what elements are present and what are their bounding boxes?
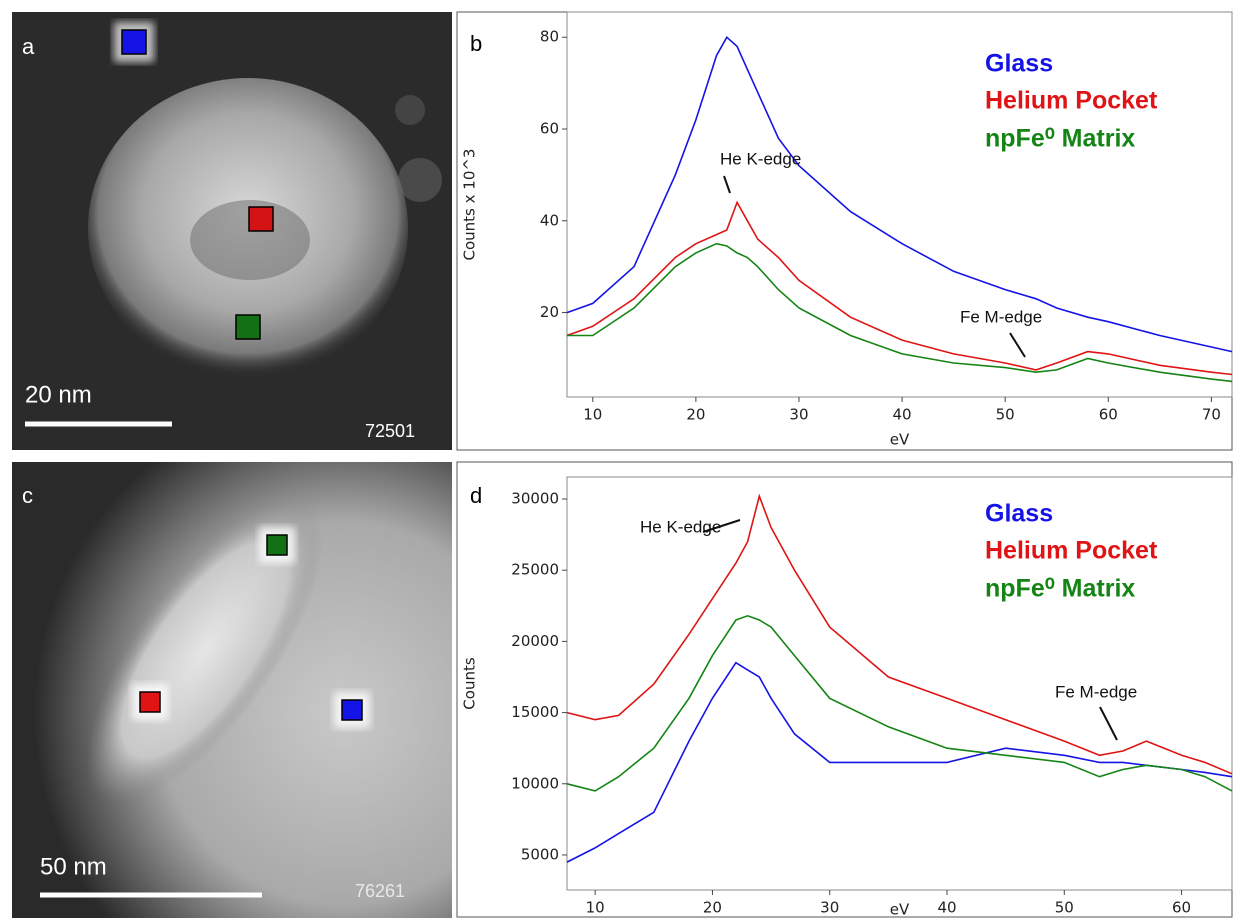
y-tick-label: 5000 [521,845,559,863]
annotation: He K-edge [640,517,721,536]
y-axis-label: Counts [461,657,479,710]
spectrum-line [567,244,1232,382]
legend-entry: Helium Pocket [985,537,1158,565]
y-tick-label: 10000 [511,774,559,792]
x-axis-label: eV [890,901,910,918]
legend-entry: Glass [985,50,1053,78]
image-a: a 20 nm 72501 [12,12,452,450]
annotation-leader [1010,333,1025,357]
scale-bar-label: 20 nm [25,381,92,408]
x-tick-label: 20 [686,406,705,424]
image-id: 72501 [365,421,415,441]
legend-entry: Glass [985,500,1053,528]
x-tick-label: 60 [1172,899,1191,917]
x-tick-label: 20 [703,899,722,917]
y-tick-label: 30000 [511,489,559,507]
scale-bar-label: 50 nm [40,853,107,880]
x-tick-label: 40 [893,406,912,424]
legend-entry: npFe⁰ Matrix [985,575,1135,603]
panel-label: d [470,483,482,508]
panel-label: a [22,34,35,59]
panel-label: b [470,31,482,56]
annotation: Fe M-edge [1055,682,1137,701]
y-tick-label: 80 [540,28,559,46]
image-c: c 50 nm 76261 [12,462,452,918]
spectrum-line [567,202,1232,374]
y-tick-label: 60 [540,120,559,138]
x-tick-label: 60 [1099,406,1118,424]
x-tick-label: 30 [820,899,839,917]
image-id: 76261 [355,881,405,901]
annotation: He K-edge [720,149,801,168]
x-tick-label: 50 [1055,899,1074,917]
spectrum-line [567,616,1232,791]
y-tick-label: 15000 [511,703,559,721]
legend-entry: Helium Pocket [985,87,1158,115]
y-axis-label: Counts x 10^3 [461,149,479,261]
annotation-leader [1100,707,1117,740]
y-tick-label: 40 [540,211,559,229]
spectrum-line [567,37,1232,351]
figure: a 20 nm 72501 c 50 nm 76261 20 40 60 80 10 20… [0,0,1233,918]
x-tick-label: 10 [583,406,602,424]
x-tick-label: 50 [996,406,1015,424]
annotation-leader [724,176,730,193]
x-axis-label: eV [890,431,910,449]
x-tick-label: 40 [937,899,956,917]
chart-frame [457,12,1232,450]
x-tick-label: 10 [586,899,605,917]
y-tick-label: 20 [540,303,559,321]
legend-entry: npFe⁰ Matrix [985,125,1135,153]
y-tick-label: 25000 [511,561,559,579]
y-tick-label: 20000 [511,632,559,650]
x-tick-label: 30 [789,406,808,424]
panel-label: c [22,483,33,508]
annotation: Fe M-edge [960,307,1042,326]
x-tick-label: 70 [1202,406,1221,424]
